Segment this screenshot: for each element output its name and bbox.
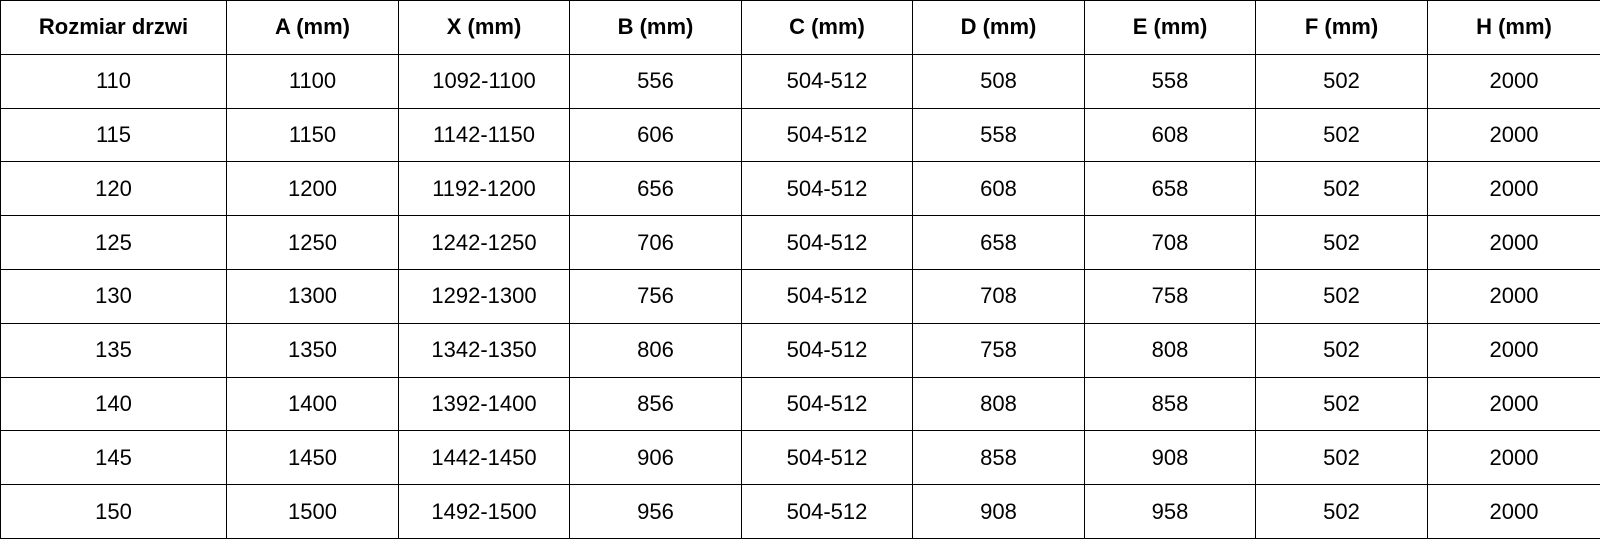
table-cell: 502 [1256,323,1428,378]
table-cell: 1350 [227,323,399,378]
table-cell: 1300 [227,269,399,324]
table-cell: 1500 [227,485,399,539]
table-cell: 504-512 [742,54,913,109]
table-cell: 504-512 [742,269,913,324]
table-cell: 2000 [1428,216,1600,270]
header-cell: H (mm) [1428,1,1600,55]
table-cell: 1250 [227,216,399,270]
header-cell: D (mm) [913,1,1085,55]
table-cell: 502 [1256,377,1428,432]
table-cell: 110 [1,54,227,109]
table-cell: 1100 [227,54,399,109]
table-cell: 502 [1256,54,1428,109]
table-cell: 706 [570,216,742,270]
table-cell: 2000 [1428,431,1600,486]
table-cell: 608 [913,162,1085,217]
table-cell: 502 [1256,485,1428,539]
table-cell: 608 [1085,108,1256,163]
table-cell: 1092-1100 [399,54,570,109]
table-cell: 504-512 [742,431,913,486]
header-cell: B (mm) [570,1,742,55]
header-cell: X (mm) [399,1,570,55]
table-cell: 806 [570,323,742,378]
table-cell: 508 [913,54,1085,109]
table-cell: 135 [1,323,227,378]
table-cell: 2000 [1428,162,1600,217]
table-cell: 756 [570,269,742,324]
table-cell: 1150 [227,108,399,163]
table-cell: 1192-1200 [399,162,570,217]
table-cell: 502 [1256,162,1428,217]
table-cell: 708 [913,269,1085,324]
table-cell: 1400 [227,377,399,432]
table-cell: 1492-1500 [399,485,570,539]
table-cell: 758 [1085,269,1256,324]
table-cell: 145 [1,431,227,486]
table-cell: 956 [570,485,742,539]
table-cell: 2000 [1428,378,1600,432]
table-cell: 502 [1256,108,1428,163]
table-cell: 502 [1256,431,1428,486]
table-cell: 504-512 [742,377,913,432]
table-cell: 2000 [1428,485,1600,539]
table-cell: 858 [913,431,1085,486]
table-cell: 2000 [1428,324,1600,378]
table-cell: 2000 [1428,270,1600,324]
table-cell: 906 [570,431,742,486]
table-cell: 558 [913,108,1085,163]
table-cell: 2000 [1428,109,1600,163]
table-cell: 856 [570,377,742,432]
table-cell: 556 [570,54,742,109]
table-cell: 504-512 [742,216,913,270]
table-cell: 656 [570,162,742,217]
table-cell: 504-512 [742,162,913,217]
table-cell: 808 [913,377,1085,432]
table-cell: 908 [913,485,1085,539]
table-cell: 758 [913,323,1085,378]
header-cell: A (mm) [227,1,399,55]
table-cell: 658 [913,216,1085,270]
table-cell: 1200 [227,162,399,217]
table-cell: 1450 [227,431,399,486]
table-cell: 140 [1,377,227,432]
table-cell: 120 [1,162,227,217]
table-cell: 504-512 [742,108,913,163]
table-cell: 808 [1085,323,1256,378]
table-cell: 504-512 [742,323,913,378]
table-cell: 858 [1085,377,1256,432]
header-cell: Rozmiar drzwi [1,1,227,55]
table-cell: 1292-1300 [399,269,570,324]
table-cell: 708 [1085,216,1256,270]
table-cell: 130 [1,269,227,324]
header-cell: E (mm) [1085,1,1256,55]
table-cell: 958 [1085,485,1256,539]
table-cell: 606 [570,108,742,163]
table-cell: 125 [1,216,227,270]
table-cell: 2000 [1428,55,1600,109]
table-cell: 1392-1400 [399,377,570,432]
table-cell: 658 [1085,162,1256,217]
table-cell: 1442-1450 [399,431,570,486]
table-cell: 908 [1085,431,1256,486]
header-cell: F (mm) [1256,1,1428,55]
table-cell: 502 [1256,269,1428,324]
table-cell: 558 [1085,54,1256,109]
table-cell: 504-512 [742,485,913,539]
header-cell: C (mm) [742,1,913,55]
table-cell: 502 [1256,216,1428,270]
table-cell: 1142-1150 [399,108,570,163]
table-cell: 150 [1,485,227,539]
table-cell: 1342-1350 [399,323,570,378]
table-cell: 115 [1,108,227,163]
table-cell: 1242-1250 [399,216,570,270]
